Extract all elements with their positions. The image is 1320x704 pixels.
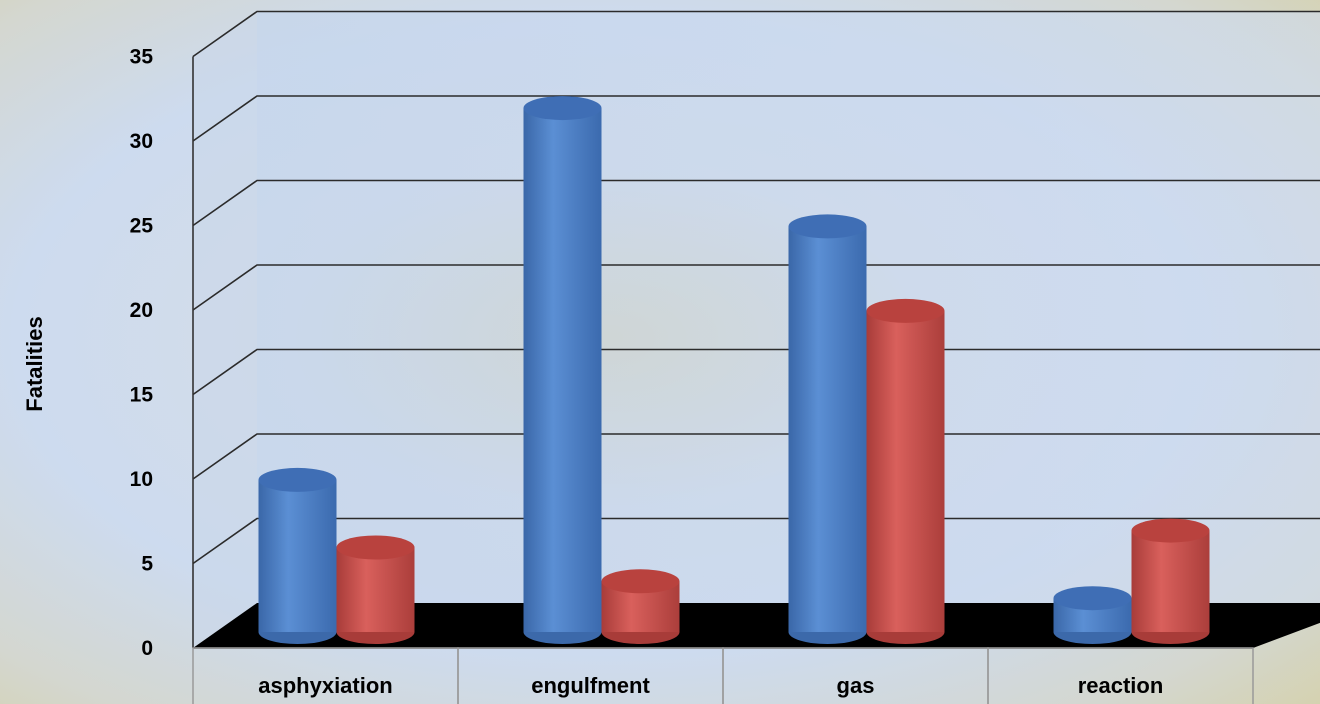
bar-body <box>788 226 867 632</box>
x-category-label: gas <box>837 673 875 698</box>
y-tick-label: 20 <box>130 299 153 322</box>
category-cell <box>987 647 1254 704</box>
bar-series-1 <box>258 467 337 644</box>
y-tick-label: 10 <box>130 468 153 491</box>
bar-series-2 <box>866 298 945 644</box>
side-wall <box>193 11 257 648</box>
bar-series-1 <box>1053 586 1132 644</box>
y-tick-label: 15 <box>130 384 154 407</box>
gridline <box>192 348 1320 396</box>
gridline <box>192 95 1320 142</box>
x-category-label: reaction <box>1078 673 1164 698</box>
x-category-label: engulfment <box>531 673 650 698</box>
bar-top <box>866 298 945 323</box>
gridline <box>192 433 1320 480</box>
y-tick-label: 35 <box>130 46 154 69</box>
gridline <box>192 264 1320 311</box>
bar-body <box>523 108 602 633</box>
gridline <box>192 517 1320 565</box>
y-tick-label: 5 <box>141 553 153 576</box>
bar-top <box>1053 586 1132 611</box>
bar-top <box>258 467 337 492</box>
bar-body <box>258 479 337 632</box>
bar-series-1 <box>788 214 867 644</box>
bar-top <box>788 214 867 239</box>
bar-top <box>336 535 415 560</box>
bar-series-1 <box>523 96 602 644</box>
bar-body <box>336 547 415 632</box>
bar-top <box>523 96 602 121</box>
bar-series-2 <box>1131 518 1210 644</box>
bar-body <box>866 310 945 632</box>
bar-top <box>601 569 680 594</box>
bar-series-2 <box>601 569 680 644</box>
y-tick-label: 30 <box>130 130 153 153</box>
gridline <box>192 179 1320 227</box>
y-tick-label: 0 <box>141 637 153 660</box>
bar-body <box>1131 530 1210 632</box>
bar-top <box>1131 518 1210 543</box>
x-category-label: asphyxiation <box>258 673 392 698</box>
gridline <box>192 10 1320 58</box>
y-tick-label: 25 <box>130 215 154 238</box>
y-axis-title: Fatalities <box>22 316 47 411</box>
floor <box>193 603 1320 648</box>
bar-series-2 <box>336 535 415 644</box>
